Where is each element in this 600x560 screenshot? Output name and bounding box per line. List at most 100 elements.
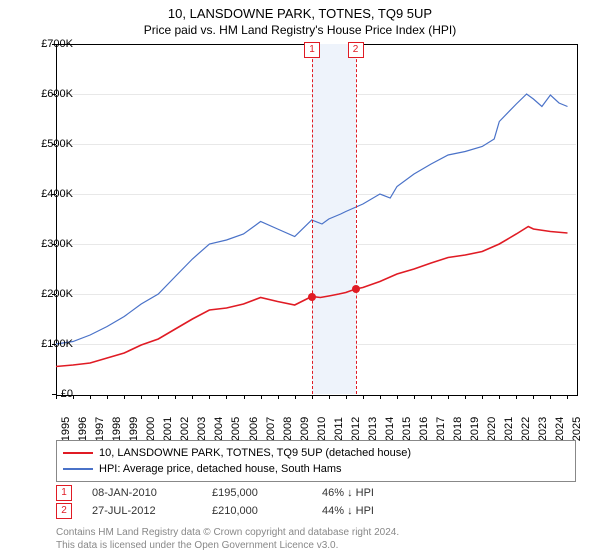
chart-title: 10, LANSDOWNE PARK, TOTNES, TQ9 5UP: [0, 0, 600, 21]
x-tick: [346, 395, 347, 399]
x-tick: [482, 395, 483, 399]
legend-label: 10, LANSDOWNE PARK, TOTNES, TQ9 5UP (det…: [99, 447, 411, 459]
x-axis-label: 1998: [111, 417, 123, 441]
footer-attribution: Contains HM Land Registry data © Crown c…: [56, 526, 576, 552]
y-axis-label: £100K: [23, 338, 73, 350]
x-axis-label: 2012: [350, 417, 362, 441]
x-axis-label: 1997: [94, 417, 106, 441]
y-axis-label: £500K: [23, 138, 73, 150]
x-tick: [363, 395, 364, 399]
x-axis-label: 2002: [179, 417, 191, 441]
x-axis-label: 1995: [60, 417, 72, 441]
x-tick: [516, 395, 517, 399]
x-tick: [90, 395, 91, 399]
legend-swatch: [63, 468, 93, 470]
x-axis-label: 2023: [537, 417, 549, 441]
y-axis-label: £200K: [23, 288, 73, 300]
y-tick: [52, 44, 56, 45]
x-axis-label: 2008: [282, 417, 294, 441]
x-tick: [226, 395, 227, 399]
x-tick: [175, 395, 176, 399]
x-axis-label: 2017: [435, 417, 447, 441]
x-tick: [499, 395, 500, 399]
x-axis-label: 2001: [162, 417, 174, 441]
x-axis-label: 2018: [452, 417, 464, 441]
x-tick: [244, 395, 245, 399]
legend-item: 10, LANSDOWNE PARK, TOTNES, TQ9 5UP (det…: [63, 445, 569, 461]
x-tick: [73, 395, 74, 399]
y-tick: [52, 244, 56, 245]
x-tick: [261, 395, 262, 399]
x-axis-label: 2020: [486, 417, 498, 441]
y-axis-label: £400K: [23, 188, 73, 200]
y-tick: [52, 144, 56, 145]
chart-container: 10, LANSDOWNE PARK, TOTNES, TQ9 5UP Pric…: [0, 0, 600, 560]
x-tick: [414, 395, 415, 399]
x-tick: [312, 395, 313, 399]
y-axis-label: £600K: [23, 88, 73, 100]
x-axis-label: 1996: [77, 417, 89, 441]
legend-item: HPI: Average price, detached house, Sout…: [63, 461, 569, 477]
sale-badge: 1: [56, 485, 72, 501]
marker-line: [312, 44, 313, 394]
sale-row: 2 27-JUL-2012 £210,000 44% ↓ HPI: [56, 502, 576, 520]
sale-price: £195,000: [212, 487, 302, 499]
marker-badge: 1: [304, 42, 320, 58]
x-axis-label: 2003: [196, 417, 208, 441]
x-tick: [329, 395, 330, 399]
sale-row: 1 08-JAN-2010 £195,000 46% ↓ HPI: [56, 484, 576, 502]
x-tick: [56, 395, 57, 399]
y-tick: [52, 94, 56, 95]
x-axis-label: 2019: [469, 417, 481, 441]
x-tick: [380, 395, 381, 399]
sale-records: 1 08-JAN-2010 £195,000 46% ↓ HPI 2 27-JU…: [56, 484, 576, 520]
x-tick: [533, 395, 534, 399]
footer-line: This data is licensed under the Open Gov…: [56, 539, 576, 552]
x-axis-label: 2007: [265, 417, 277, 441]
x-tick: [397, 395, 398, 399]
x-tick: [209, 395, 210, 399]
x-tick: [141, 395, 142, 399]
x-axis-label: 2022: [520, 417, 532, 441]
legend: 10, LANSDOWNE PARK, TOTNES, TQ9 5UP (det…: [56, 440, 576, 482]
x-axis-label: 1999: [128, 417, 140, 441]
x-tick: [158, 395, 159, 399]
x-tick: [431, 395, 432, 399]
x-tick: [295, 395, 296, 399]
x-axis-label: 2021: [503, 417, 515, 441]
x-tick: [278, 395, 279, 399]
x-axis-label: 2011: [333, 417, 345, 441]
x-tick: [465, 395, 466, 399]
x-axis-label: 2009: [299, 417, 311, 441]
marker-badge: 2: [348, 42, 364, 58]
sale-delta: 46% ↓ HPI: [322, 487, 432, 499]
x-axis-label: 2004: [213, 417, 225, 441]
legend-label: HPI: Average price, detached house, Sout…: [99, 463, 342, 475]
line-series: [56, 44, 576, 394]
x-tick: [448, 395, 449, 399]
x-tick: [124, 395, 125, 399]
sale-price: £210,000: [212, 505, 302, 517]
x-axis-label: 2014: [384, 417, 396, 441]
sale-date: 27-JUL-2012: [92, 505, 192, 517]
sale-delta: 44% ↓ HPI: [322, 505, 432, 517]
y-tick: [52, 294, 56, 295]
x-axis-label: 2013: [367, 417, 379, 441]
x-axis-label: 2005: [230, 417, 242, 441]
x-axis-label: 2025: [571, 417, 583, 441]
x-tick: [550, 395, 551, 399]
plot-area: 12: [56, 44, 576, 394]
y-axis-label: £700K: [23, 38, 73, 50]
y-tick: [52, 344, 56, 345]
x-tick: [107, 395, 108, 399]
sale-badge: 2: [56, 503, 72, 519]
y-tick: [52, 194, 56, 195]
x-axis-label: 2016: [418, 417, 430, 441]
footer-line: Contains HM Land Registry data © Crown c…: [56, 526, 576, 539]
legend-swatch: [63, 452, 93, 454]
x-tick: [192, 395, 193, 399]
marker-line: [356, 44, 357, 394]
y-axis-label: £0: [23, 388, 73, 400]
chart-subtitle: Price paid vs. HM Land Registry's House …: [0, 21, 600, 37]
x-axis-label: 2010: [316, 417, 328, 441]
